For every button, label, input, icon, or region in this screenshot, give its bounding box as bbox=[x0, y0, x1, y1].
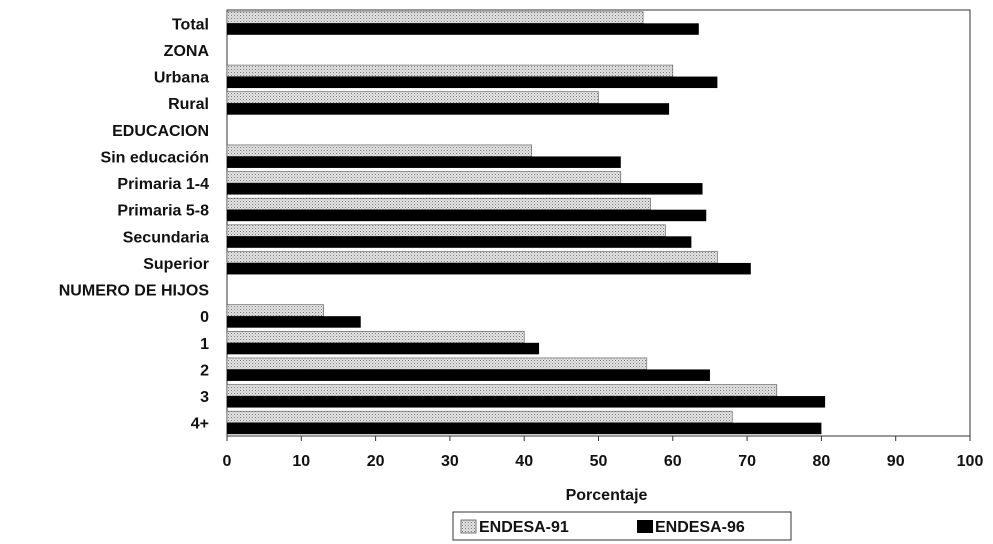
bar-endesa-91 bbox=[226, 171, 622, 184]
x-tick-label: 10 bbox=[292, 453, 310, 470]
bar-endesa-91 bbox=[226, 64, 674, 77]
bar-endesa-91 bbox=[226, 384, 778, 397]
category-label: 4+ bbox=[191, 416, 209, 433]
category-label: Secundaria bbox=[123, 229, 209, 246]
bar-endesa-91 bbox=[226, 410, 733, 423]
category-label: Rural bbox=[168, 96, 209, 113]
bar-endesa-96 bbox=[227, 156, 621, 168]
x-axis-title: Porcentaje bbox=[566, 487, 648, 504]
bar-endesa-96 bbox=[227, 369, 710, 381]
x-tick-label: 70 bbox=[738, 453, 756, 470]
bar-endesa-96 bbox=[227, 209, 707, 222]
bar-endesa-91 bbox=[226, 197, 651, 210]
bar-endesa-96 bbox=[227, 396, 826, 408]
category-label: 3 bbox=[200, 389, 209, 406]
bar-endesa-91 bbox=[226, 144, 532, 157]
bar-endesa-96 bbox=[227, 183, 703, 195]
x-tick-label: 0 bbox=[223, 453, 232, 470]
category-label: ZONA bbox=[164, 43, 210, 60]
x-tick-label: 80 bbox=[813, 453, 831, 470]
bar-endesa-91 bbox=[226, 251, 718, 264]
bar-endesa-96 bbox=[227, 76, 718, 89]
category-label: 0 bbox=[200, 309, 209, 326]
category-label: Primaria 5-8 bbox=[117, 203, 209, 220]
bar-endesa-91 bbox=[226, 357, 648, 370]
bar-endesa-96 bbox=[227, 23, 699, 35]
bar-endesa-96 bbox=[227, 103, 670, 115]
x-tick-label: 40 bbox=[515, 453, 533, 470]
category-label: 2 bbox=[200, 362, 209, 379]
bar-endesa-96 bbox=[227, 342, 540, 355]
bar-endesa-91 bbox=[226, 91, 599, 104]
bar-endesa-91 bbox=[226, 11, 644, 24]
category-label: Primaria 1-4 bbox=[117, 176, 209, 193]
bar-endesa-91 bbox=[226, 331, 525, 344]
bar-endesa-96 bbox=[227, 316, 361, 328]
legend-label-endesa-96: ENDESA-96 bbox=[655, 519, 745, 536]
x-tick-label: 50 bbox=[590, 453, 608, 470]
x-tick-label: 30 bbox=[441, 453, 459, 470]
legend-swatch-endesa-91 bbox=[460, 519, 477, 534]
x-tick-label: 20 bbox=[367, 453, 385, 470]
legend-swatch-endesa-96 bbox=[637, 520, 653, 533]
legend-box bbox=[452, 511, 792, 541]
category-label: NUMERO DE HIJOS bbox=[59, 283, 210, 300]
x-tick-label: 90 bbox=[887, 453, 905, 470]
category-label: Sin educación bbox=[101, 149, 209, 166]
category-label: Total bbox=[172, 16, 209, 33]
bar-endesa-96 bbox=[227, 262, 751, 275]
category-label: 1 bbox=[200, 336, 209, 353]
bar-endesa-96 bbox=[227, 236, 692, 248]
category-label: Urbana bbox=[154, 70, 209, 87]
bar-endesa-91 bbox=[226, 224, 666, 237]
legend-label-endesa-91: ENDESA-91 bbox=[479, 519, 569, 536]
x-tick-label: 100 bbox=[957, 453, 984, 470]
bar-endesa-91 bbox=[226, 304, 324, 317]
category-label: Superior bbox=[143, 256, 209, 273]
category-label: EDUCACION bbox=[112, 123, 209, 140]
bar-endesa-96 bbox=[227, 422, 822, 435]
x-tick-label: 60 bbox=[664, 453, 682, 470]
